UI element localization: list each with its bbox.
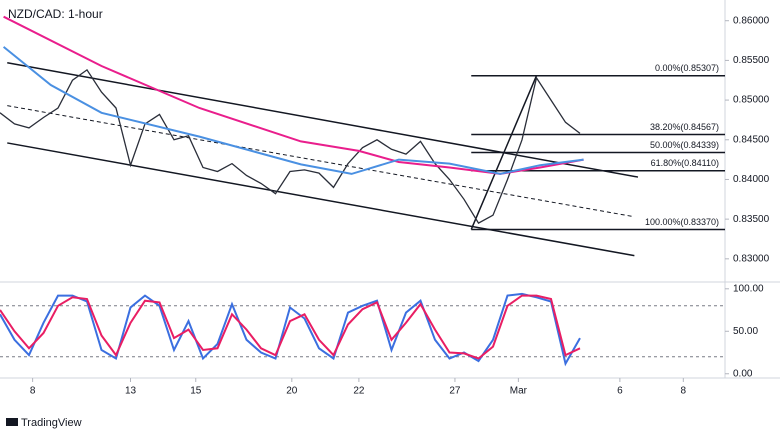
x-tick-label: 13 [125, 386, 137, 397]
chart-title: NZD/CAD: 1-hour [8, 7, 103, 21]
x-tick-label: 27 [449, 386, 461, 397]
series-line [0, 294, 581, 360]
y-tick-label: 0.83500 [733, 214, 770, 225]
y-tick-label: 0.84500 [733, 134, 770, 145]
logo-mark [6, 418, 18, 426]
y-tick-label: 100.00 [733, 283, 764, 294]
x-tick-label: 8 [681, 386, 687, 397]
fib-label: 50.00%(0.84339) [650, 140, 719, 150]
brand: TradingView [21, 417, 82, 429]
y-tick-label: 0.85000 [733, 95, 770, 106]
trendline [7, 142, 635, 257]
x-tick-label: 6 [617, 386, 623, 397]
y-tick-label: 0.84000 [733, 174, 770, 185]
fib-label: 61.80%(0.84110) [651, 158, 719, 168]
y-tick-label: 0.85500 [733, 55, 770, 66]
logo [6, 418, 18, 426]
trendline [7, 62, 639, 178]
trendline [7, 105, 635, 218]
y-tick-label: 0.83000 [733, 253, 770, 264]
y-tick-label: 50.00 [733, 326, 758, 337]
x-tick-label: Mar [510, 386, 528, 397]
series-line [2, 46, 584, 175]
x-tick-label: 20 [286, 386, 298, 397]
fib-label: 38.20%(0.84567) [650, 122, 719, 132]
y-tick-label: 0.00 [733, 368, 753, 379]
trendline [470, 75, 538, 230]
fib-label: 0.00%(0.85307) [655, 63, 719, 73]
x-tick-label: 8 [30, 386, 36, 397]
fib-label: 100.00%(0.83370) [645, 217, 719, 227]
series-line [3, 15, 584, 175]
x-tick-label: 22 [353, 386, 365, 397]
y-tick-label: 0.86000 [733, 15, 770, 26]
x-tick-label: 15 [190, 386, 202, 397]
series-line [0, 68, 581, 224]
